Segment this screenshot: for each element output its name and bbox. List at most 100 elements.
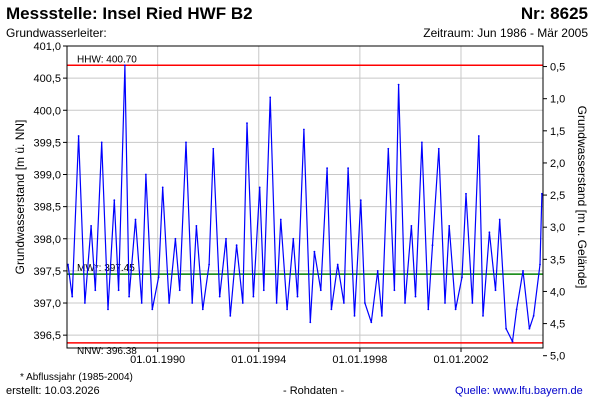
groundwater-data-point [252, 295, 255, 298]
groundwater-data-point [539, 263, 541, 266]
groundwater-data-point [279, 218, 282, 221]
groundwater-data-point [178, 289, 181, 292]
y-axis-title: Grundwasserstand [m ü. NN] [13, 120, 27, 275]
groundwater-data-point [421, 141, 423, 144]
groundwater-data-point [174, 237, 177, 240]
groundwater-data-point [330, 308, 333, 311]
groundwater-data-point [235, 244, 238, 247]
y-tick-label: 397,0 [33, 298, 61, 310]
plot-frame [66, 45, 544, 349]
groundwater-data-point [218, 295, 221, 298]
groundwater-data-point [381, 315, 383, 317]
groundwater-data-point [313, 250, 316, 253]
groundwater-data-point [465, 192, 467, 195]
groundwater-data-point [444, 302, 446, 304]
groundwater-data-point [225, 237, 227, 240]
reference-line-label: NNW: 396.38 [77, 346, 137, 357]
groundwater-data-point [269, 96, 272, 99]
groundwater-data-point [532, 315, 535, 317]
groundwater-data-point [246, 122, 248, 124]
groundwater-data-point [241, 302, 244, 304]
groundwater-data-point [157, 276, 160, 279]
groundwater-data-point [286, 308, 288, 311]
groundwater-data-point [67, 263, 69, 266]
groundwater-data-point [90, 225, 92, 227]
groundwater-data-point [195, 225, 198, 227]
y-tick-label: 399,0 [33, 170, 61, 182]
groundwater-data-point [528, 327, 531, 330]
groundwater-data-point [522, 270, 524, 272]
groundwater-data-point [212, 147, 215, 150]
groundwater-data-point [437, 147, 440, 150]
groundwater-data-point [427, 308, 430, 311]
y-right-tick-label: 4,5 [550, 319, 565, 331]
source-link[interactable]: Quelle: www.lfu.bayern.de [455, 385, 583, 397]
groundwater-data-point [359, 199, 362, 202]
reference-line-label: HHW: 400.70 [77, 54, 137, 65]
raw-data-label: - Rohdaten - [283, 385, 345, 397]
groundwater-data-point [140, 302, 143, 304]
groundwater-data-point [201, 308, 204, 311]
y-tick-label: 400,0 [33, 105, 61, 117]
groundwater-data-point [309, 321, 312, 324]
y-tick-label: 400,5 [33, 73, 61, 85]
groundwater-data-point [353, 315, 356, 317]
groundwater-data-point [94, 289, 97, 292]
groundwater-data-point [113, 199, 116, 202]
groundwater-data-point [387, 147, 390, 150]
y-right-tick-label: 2,0 [550, 158, 565, 170]
groundwater-data-point [124, 64, 126, 67]
groundwater-data-point [482, 315, 484, 317]
groundwater-data-point [258, 186, 261, 189]
y-right-tick-label: 1,0 [550, 94, 565, 106]
groundwater-data-point [448, 225, 451, 227]
y-right-tick-label: 3,5 [550, 254, 565, 266]
groundwater-data-point [151, 308, 154, 311]
groundwater-data-point [393, 289, 396, 292]
period-label: Zeitraum: Jun 1986 - Mär 2005 [423, 26, 588, 40]
station-number: Nr: 8625 [520, 4, 588, 23]
footnote: * Abflussjahr (1985-2004) [20, 372, 133, 383]
y-tick-label: 399,5 [33, 137, 61, 149]
groundwater-data-point [414, 295, 417, 298]
groundwater-data-point [117, 289, 120, 292]
groundwater-data-point [454, 308, 457, 311]
groundwater-data-point [145, 173, 147, 176]
y-tick-label: 398,0 [33, 234, 61, 246]
y-right-tick-label: 5,0 [550, 351, 565, 363]
groundwater-data-point [326, 167, 328, 170]
groundwater-data-point [376, 270, 379, 272]
groundwater-data-point [471, 302, 474, 304]
groundwater-data-point [229, 315, 232, 317]
groundwater-data-point [541, 192, 543, 195]
groundwater-data-point [168, 302, 171, 304]
groundwater-data-point [505, 327, 507, 330]
groundwater-data-point [494, 289, 497, 292]
y-right-tick-label: 0,5 [550, 62, 565, 74]
axis-layer: 401,0 400,5 400,0 399,5 399,0 398,5 398,0 397,5… [13, 41, 589, 366]
y-right-tick-label: 3,0 [550, 222, 565, 234]
groundwater-data-point [370, 321, 373, 324]
y-right-tick-label: 4,0 [550, 286, 565, 298]
groundwater-data-point [191, 302, 194, 304]
groundwater-data-point [296, 295, 299, 298]
groundwater-data-point [84, 302, 86, 304]
groundwater-data-point [364, 302, 366, 304]
created-date: erstellt: 10.03.2026 [6, 385, 100, 397]
groundwater-data-point [107, 308, 109, 311]
groundwater-data-point [431, 244, 434, 247]
series-layer [67, 64, 543, 343]
groundwater-data-point [410, 225, 413, 227]
x-tick-label: 01.01.2002 [433, 354, 488, 366]
groundwater-data-point [262, 289, 265, 292]
groundwater-data-point [404, 302, 406, 304]
groundwater-data-point [303, 128, 305, 131]
groundwater-data-point [128, 295, 131, 298]
groundwater-data-point [100, 141, 103, 144]
groundwater-data-point [397, 83, 400, 86]
groundwater-data-point [498, 218, 501, 221]
y-tick-label: 397,5 [33, 266, 61, 278]
y-tick-label: 398,5 [33, 202, 61, 214]
